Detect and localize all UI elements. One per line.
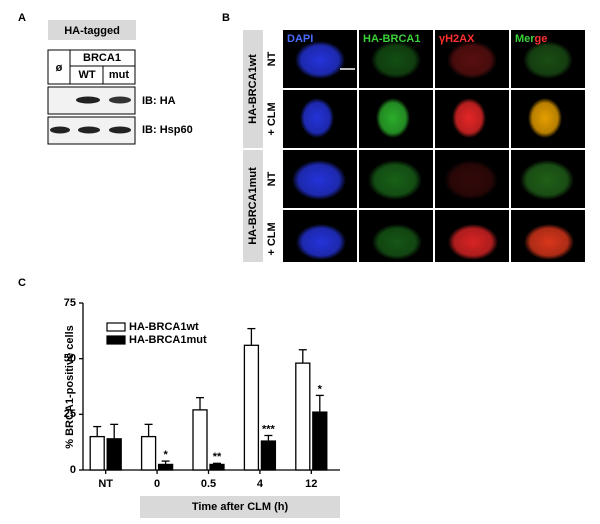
nucleus: [371, 41, 421, 79]
band: [78, 126, 100, 134]
y-tick-label: 50: [64, 353, 76, 365]
x-tick-label: NT: [98, 478, 113, 490]
x-label-box: [140, 496, 340, 518]
bar: [209, 463, 225, 471]
significance: ***: [262, 423, 276, 435]
micrographs: DAPI HA-BRCA1 γH2AX Merge HA-BRCA1wt NT + CLM H…: [243, 30, 585, 262]
band: [76, 96, 100, 104]
lane-table: [47, 49, 136, 85]
bar: [312, 411, 328, 471]
group-box: [243, 150, 263, 262]
bar: [192, 409, 208, 471]
nucleus: [300, 98, 334, 138]
empty-vector: ø: [56, 62, 63, 74]
nucleus: [372, 224, 422, 260]
channel-header: HA-BRCA1: [363, 33, 420, 45]
x-axis-label: Time after CLM (h): [192, 501, 289, 513]
header: HA-tagged: [64, 25, 120, 37]
bar: [89, 435, 105, 471]
nucleus: [368, 160, 422, 200]
y-tick-label: 25: [64, 408, 76, 420]
band: [109, 126, 131, 134]
legend-label: HA-BRCA1wt: [129, 321, 199, 333]
significance: *: [163, 449, 168, 461]
group-label: HA-BRCA1wt: [247, 54, 259, 124]
nucleus: [296, 224, 346, 260]
nucleus: [523, 41, 573, 79]
lane-label: mut: [109, 69, 130, 81]
nucleus: [524, 224, 574, 260]
x-tick-label: 12: [305, 478, 317, 490]
nucleus: [452, 98, 486, 138]
condition-label: + CLM: [266, 102, 278, 135]
channel-header: DAPI: [287, 33, 313, 45]
nucleus: [447, 41, 497, 79]
bar: [140, 435, 157, 471]
legend-label: HA-BRCA1mut: [129, 334, 207, 346]
band: [50, 126, 70, 134]
significance: **: [213, 451, 222, 463]
condition-label: + CLM: [266, 222, 278, 255]
nucleus: [528, 98, 562, 138]
bar: [106, 438, 122, 471]
y-axis-label: % BRCA1-positive cells: [64, 325, 76, 448]
nucleus: [520, 160, 574, 200]
channel-header: γH2AX: [439, 33, 475, 45]
nucleus: [376, 98, 410, 138]
panel-label: A: [18, 12, 26, 24]
band: [109, 96, 131, 104]
group-box: [243, 30, 263, 148]
significance: *: [318, 383, 323, 395]
lane-label: WT: [78, 69, 95, 81]
y-tick-label: 75: [64, 297, 76, 309]
panel-label: B: [222, 12, 230, 24]
group-label: HA-BRCA1mut: [247, 167, 259, 245]
bar: [295, 362, 311, 471]
header-box: [48, 20, 136, 40]
nucleus: [448, 224, 498, 260]
nucleus: [444, 160, 498, 200]
nucleus: [295, 41, 345, 79]
condition-label: NT: [266, 51, 278, 66]
condition-label: NT: [266, 171, 278, 186]
bar-chart: 0 25 50 75 NT 0 * 0.5 ** 4 *** 12 * HA-BRCA1wtHA-BRCA…: [64, 297, 340, 490]
bar: [260, 440, 277, 471]
legend-swatch: [106, 335, 126, 345]
bar: [157, 463, 174, 471]
blot-label: IB: HA: [142, 95, 176, 107]
bar: [243, 344, 260, 471]
x-tick-label: 4: [257, 478, 264, 490]
channel-header: Merge: [515, 33, 547, 45]
legend-swatch: [106, 322, 126, 332]
construct: BRCA1: [83, 52, 121, 64]
x-tick-label: 0.5: [201, 478, 216, 490]
nucleus: [292, 160, 346, 200]
blot-label: IB: Hsp60: [142, 124, 193, 136]
x-tick-label: 0: [154, 478, 160, 490]
y-tick-label: 0: [70, 464, 76, 476]
panel-label: C: [18, 277, 26, 289]
